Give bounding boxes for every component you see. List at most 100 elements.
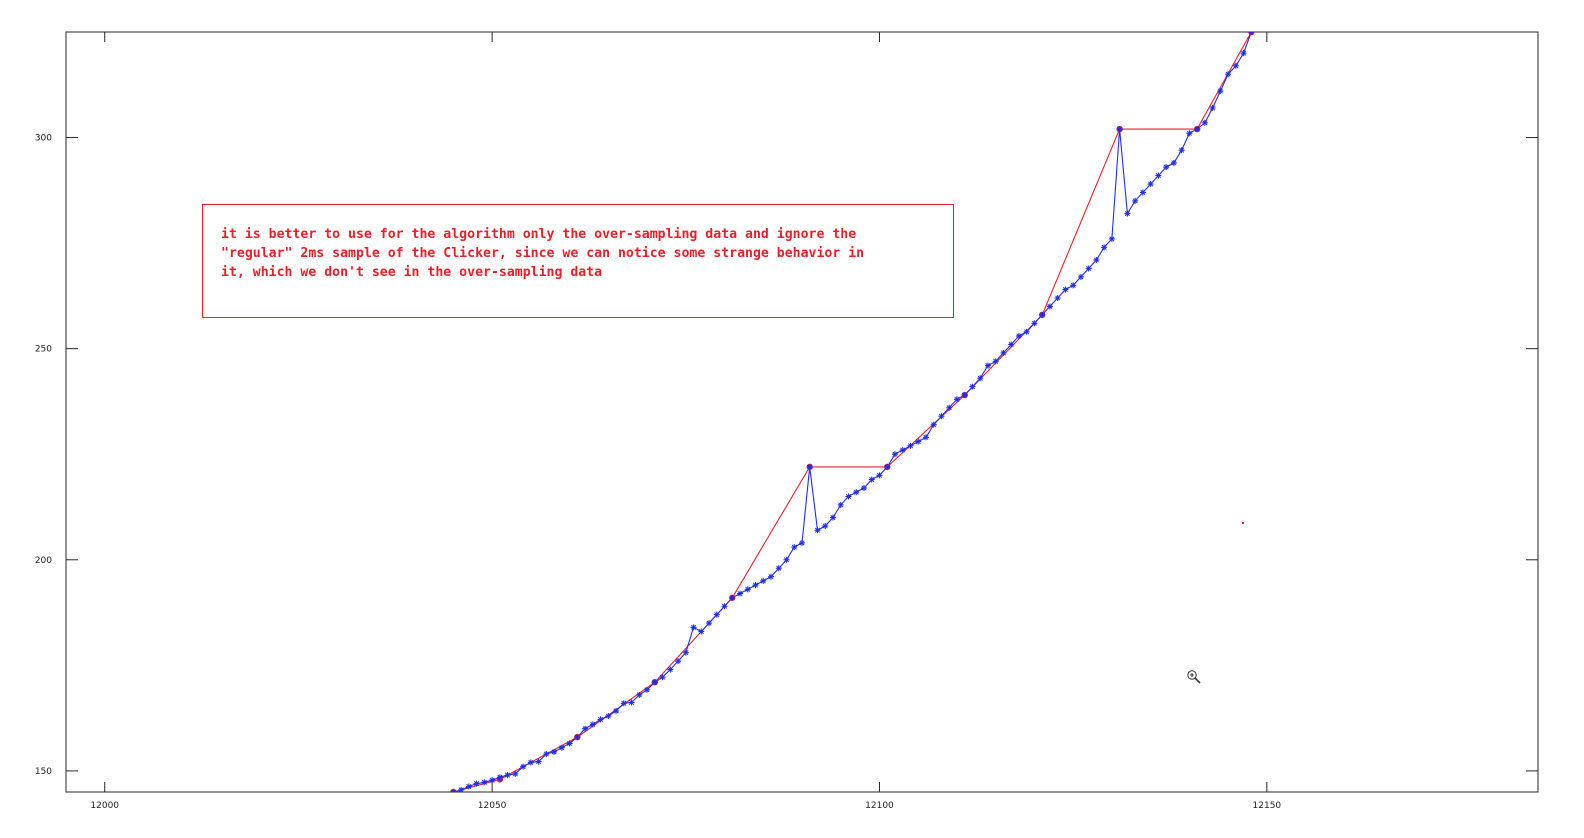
x-tick-label: 12050 [478,801,507,811]
over-sampling-point [566,740,573,747]
over-sampling-point [1085,265,1092,272]
over-sampling-point [984,362,991,369]
over-sampling-point [1225,71,1232,78]
over-sampling-point [1178,147,1185,154]
over-sampling-point [1070,282,1077,289]
zoom-in-cursor-icon [1187,670,1201,684]
over-sampling-point [574,734,581,741]
over-sampling-point [992,358,999,365]
over-sampling-point [1046,303,1053,310]
over-sampling-point [899,447,906,453]
over-sampling-point [946,404,953,411]
series-group [450,32,1255,792]
over-sampling-point [1077,273,1084,280]
over-sampling-point [768,573,775,580]
over-sampling-point [1108,235,1115,242]
over-sampling-point [644,686,651,693]
annotation-box: it is better to use for the algorithm on… [202,204,954,318]
over-sampling-point [504,772,511,779]
over-sampling-point [1194,126,1201,133]
over-sampling-point [496,774,503,781]
over-sampling-point [961,392,968,399]
over-sampling-point [675,658,682,665]
over-sampling-point [1201,119,1208,126]
over-sampling-point [535,758,542,765]
over-sampling-point [636,691,643,698]
over-sampling-point [465,783,472,790]
over-sampling-point [651,679,658,686]
over-sampling-point [589,721,596,728]
over-sampling-point [1023,328,1030,335]
stray-data-point [1242,522,1244,524]
over-sampling-point [837,501,844,508]
over-sampling-point [1217,88,1224,95]
over-sampling-point [953,396,960,403]
over-sampling-point [884,463,891,470]
over-sampling-line [453,32,1252,792]
over-sampling-point [729,594,736,601]
series-layer [450,32,1255,792]
over-sampling-point [845,493,852,500]
over-sampling-point [698,628,705,635]
over-sampling-point [737,590,744,597]
over-sampling-point [915,438,922,445]
over-sampling-point [760,577,767,584]
over-sampling-point [1000,349,1007,356]
y-tick-label: 250 [35,345,52,355]
over-sampling-point [799,539,805,546]
over-sampling-point [1163,164,1170,171]
over-sampling-point [620,700,627,707]
over-sampling-point [752,582,759,589]
over-sampling-point [1186,130,1193,137]
over-sampling-point [930,421,937,428]
over-sampling-point [481,779,488,786]
over-sampling-point [489,777,496,784]
over-sampling-point [1147,181,1154,187]
over-sampling-point [659,674,666,681]
over-sampling-point [922,434,929,441]
over-sampling-point [690,624,697,631]
axis-ticks: 12000 12050 12100 12150 150 200 250 300 [35,32,1538,811]
regular-sample-line [453,32,1252,792]
over-sampling-point [822,523,829,529]
over-sampling-point [1232,62,1239,69]
over-sampling-point [706,620,713,627]
over-sampling-point [713,611,720,618]
over-sampling-point [977,375,984,382]
over-sampling-point [582,725,589,732]
over-sampling-point [597,716,604,723]
over-sampling-point [1093,257,1100,263]
over-sampling-point [520,763,527,770]
over-sampling-point [527,759,534,766]
y-tick-label: 300 [35,134,52,144]
over-sampling-point [829,514,836,521]
over-sampling-point [613,707,620,714]
annotation-text: it is better to use for the algorithm on… [221,227,865,280]
over-sampling-point [891,451,898,458]
y-tick-label: 150 [35,767,52,777]
over-sampling-point [1170,159,1177,166]
over-sampling-point [628,699,635,706]
over-sampling-point [1124,210,1131,217]
over-sampling-point [744,586,751,593]
over-sampling-point [1008,341,1015,348]
over-sampling-point [1132,197,1139,204]
over-sampling-point [1248,32,1255,35]
over-sampling-point [791,544,798,551]
over-sampling-point [543,751,550,757]
over-sampling-point [1240,50,1247,57]
over-sampling-point [682,649,689,656]
over-sampling-point [783,556,790,563]
over-sampling-point [907,442,914,449]
over-sampling-point [458,786,465,792]
over-sampling-point [938,413,945,420]
over-sampling-point [450,789,457,792]
over-sampling-point [1155,172,1162,179]
over-sampling-point [775,565,782,572]
over-sampling-point [1039,311,1046,318]
over-sampling-point [1116,126,1123,133]
over-sampling-point [876,472,883,479]
axes-frame [65,31,1539,793]
over-sampling-point [558,744,565,751]
